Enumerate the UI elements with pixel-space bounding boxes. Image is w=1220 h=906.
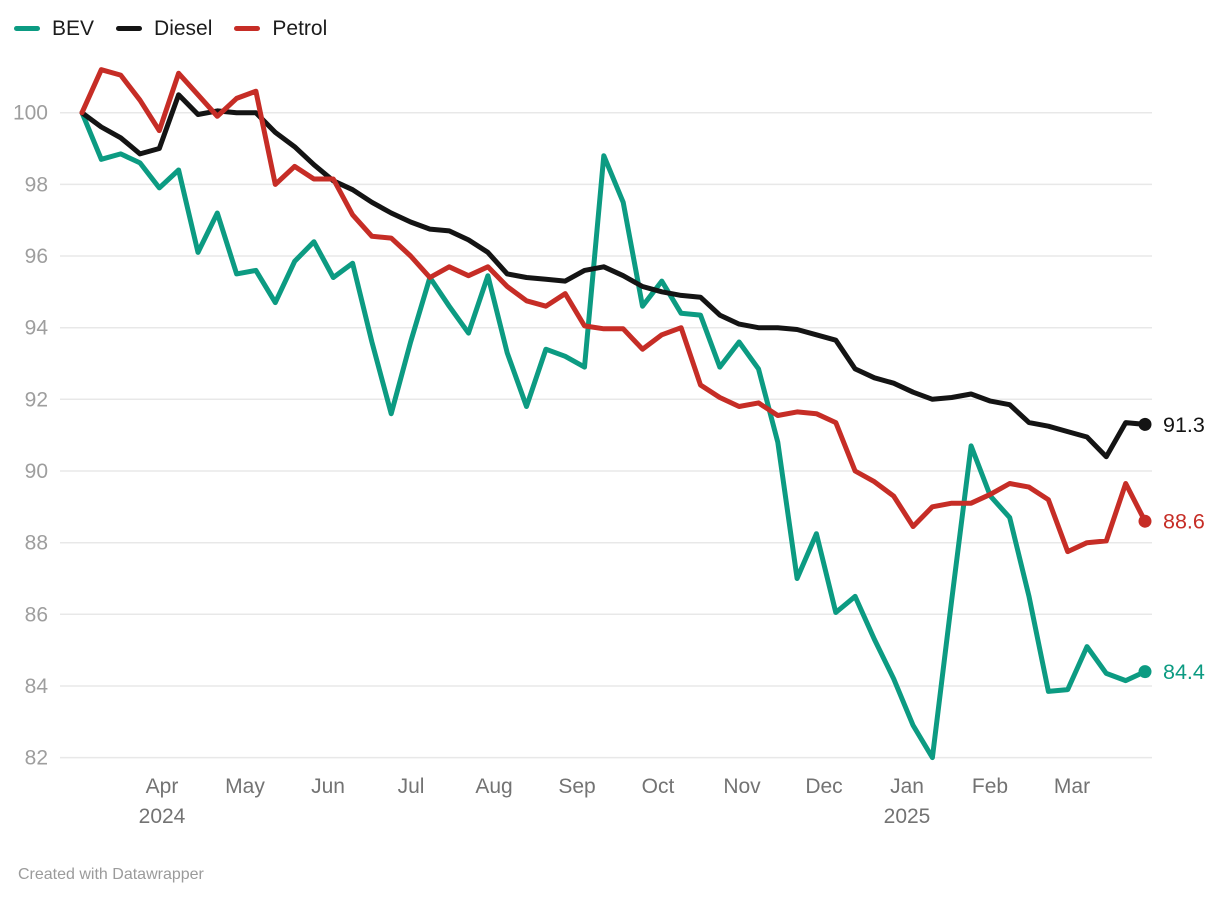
y-tick-label: 90 [25,460,48,483]
bev-end-dot [1138,665,1152,679]
x-tick-label: Oct [642,775,675,798]
chart-legend: BEV Diesel Petrol [14,18,327,39]
legend-label-bev: BEV [52,17,95,40]
y-tick-label: 92 [25,388,48,411]
x-tick-label: Feb [972,775,1008,798]
x-tick-label: Mar [1054,775,1090,798]
bev-line [79,110,1148,761]
y-tick-label: 96 [25,245,48,268]
x-tick-label: Dec [805,775,842,798]
x-tick-label: May [225,775,265,798]
diesel-line-swatch-icon [116,26,143,31]
legend-label-diesel: Diesel [154,17,213,40]
x-tick-label: Apr [146,775,179,798]
datawrapper-attribution: Created with Datawrapper [18,866,204,883]
x-tick-label: Aug [475,775,512,798]
x-tick-label: Jan [890,775,924,798]
petrol-end-dot [1138,514,1152,528]
legend-item-petrol: Petrol [234,18,327,39]
x-tick-year-label: 2024 [139,805,186,828]
diesel-end-dot [1138,417,1152,431]
x-tick-label: Sep [558,775,595,798]
x-tick-label: Nov [723,775,761,798]
legend-item-diesel: Diesel [116,18,212,39]
bev-line-swatch-icon [14,26,40,31]
diesel-line [79,92,1148,460]
y-tick-label: 84 [25,675,49,698]
y-tick-label: 98 [25,173,48,196]
y-tick-label: 94 [25,317,49,340]
bev-end-value-label: 84.4 [1163,660,1205,684]
petrol-line [79,67,1148,555]
petrol-end-value-label: 88.6 [1163,510,1205,534]
x-tick-label: Jul [398,775,425,798]
legend-item-bev: BEV [14,18,94,39]
diesel-end-value-label: 91.3 [1163,413,1205,437]
x-tick-year-label: 2025 [884,805,931,828]
y-tick-label: 100 [13,102,48,125]
y-tick-label: 86 [25,603,48,626]
petrol-line-swatch-icon [234,26,261,31]
x-tick-label: Jun [311,775,345,798]
y-tick-label: 82 [25,747,48,770]
y-tick-label: 88 [25,532,48,555]
legend-label-petrol: Petrol [272,17,328,40]
